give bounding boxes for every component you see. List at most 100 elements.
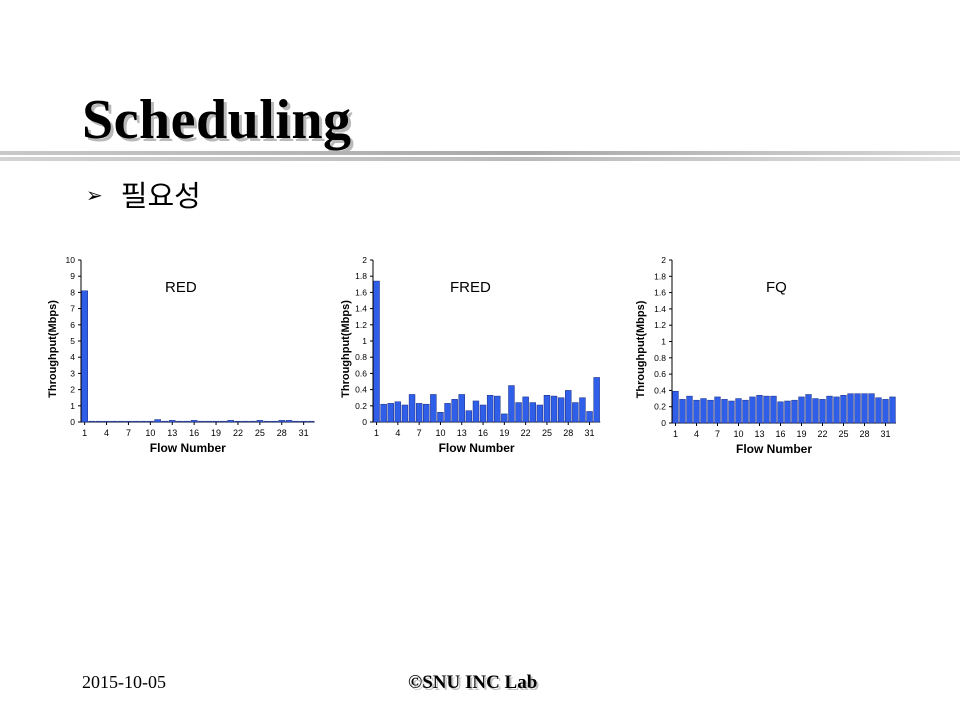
bar (777, 401, 784, 424)
x-tick-label: 13 (754, 429, 764, 439)
bar (444, 403, 451, 423)
bar (472, 400, 480, 423)
x-tick-label: 10 (733, 429, 743, 439)
y-tick-label: 1 (661, 337, 666, 347)
bar (586, 411, 593, 423)
x-axis-label: Flow Number (439, 441, 515, 455)
x-tick-label: 7 (417, 428, 422, 438)
x-tick-label: 10 (435, 428, 445, 438)
bar (110, 420, 118, 423)
x-tick-label: 13 (457, 428, 467, 438)
bar (373, 280, 380, 423)
y-tick-label: 1.6 (654, 288, 666, 298)
bar (515, 402, 522, 423)
x-tick-label: 31 (585, 428, 595, 438)
bar (735, 398, 742, 424)
bar (693, 399, 700, 424)
chart-title: RED (165, 279, 197, 296)
chart-fq-svg: 0 0.2 0.4 0.6 0.8 1 1.2 1.4 1.6 1.8 2 1 4 7 10 13 16 19 22… (635, 255, 896, 456)
bar (81, 290, 88, 423)
y-tick-label: 2 (661, 255, 666, 265)
y-tick-label: 2 (70, 385, 75, 395)
x-tick-label: 4 (104, 428, 109, 438)
x-tick-label: 25 (255, 428, 265, 438)
bar (847, 393, 854, 424)
footer-date: 2015-10-05 (82, 672, 166, 692)
bar (882, 399, 889, 424)
y-tick-label: 0.8 (355, 352, 367, 362)
y-tick-label: 5 (70, 336, 75, 346)
bar (819, 399, 826, 424)
bar (465, 410, 473, 423)
bar (125, 420, 132, 423)
bar (784, 400, 791, 424)
bar (401, 404, 409, 423)
x-tick-label: 22 (521, 428, 531, 438)
bar (756, 395, 763, 424)
bar (161, 420, 169, 423)
bar (95, 420, 103, 423)
x-tick-label: 19 (796, 429, 806, 439)
bar (307, 420, 315, 423)
y-axis-label: Throughput(Mbps) (340, 300, 352, 398)
bar (714, 396, 721, 424)
bar (543, 395, 551, 423)
bar (380, 403, 387, 423)
y-tick-label: 2 (362, 255, 367, 265)
bar (494, 395, 501, 423)
bar (220, 420, 227, 423)
x-axis-label: Flow Number (150, 441, 226, 455)
bar (529, 402, 536, 423)
bar (300, 420, 307, 423)
chart-red: 0 1 2 3 4 5 6 7 8 9 10 1 4 7 10 13 16 19 22 25 28 31 RED Flow N… (40, 248, 325, 468)
x-tick-label: 16 (775, 429, 785, 439)
y-tick-label: 0.4 (654, 385, 666, 395)
bar (285, 420, 293, 423)
x-tick-label: 7 (126, 428, 131, 438)
y-tick-label: 1.4 (355, 304, 367, 314)
bar (486, 395, 494, 423)
bar (763, 395, 770, 424)
footer-lab: ©SNU INC Lab (408, 672, 538, 693)
bar (394, 401, 402, 423)
bar (415, 403, 423, 423)
bar (572, 402, 579, 423)
bar (387, 403, 394, 423)
bar (593, 377, 600, 423)
y-tick-label: 1.2 (654, 320, 666, 330)
bar (139, 420, 147, 423)
bar (451, 399, 458, 423)
x-tick-label: 31 (299, 428, 309, 438)
x-tick-label: 13 (167, 428, 177, 438)
title-underline (0, 151, 960, 161)
y-tick-label: 0.6 (654, 369, 666, 379)
bar (791, 399, 798, 424)
slide-title: Scheduling (82, 89, 352, 151)
x-tick-label: 22 (817, 429, 827, 439)
bar (679, 399, 686, 424)
bar (183, 420, 191, 423)
bar (749, 396, 756, 424)
bar (154, 419, 161, 423)
bar (190, 420, 198, 423)
y-tick-label: 7 (70, 304, 75, 314)
bar (205, 420, 213, 423)
bar (742, 399, 749, 424)
x-tick-label: 25 (838, 429, 848, 439)
bar (241, 420, 249, 423)
bar (227, 420, 234, 423)
x-tick-label: 7 (715, 429, 720, 439)
y-tick-label: 1 (70, 401, 75, 411)
bar (408, 394, 416, 423)
bar (508, 385, 515, 423)
y-axis-label: Throughput(Mbps) (47, 300, 59, 398)
y-tick-label: 1 (362, 336, 367, 346)
bars (672, 390, 896, 424)
bar (249, 420, 256, 423)
y-tick-label: 1.8 (355, 271, 367, 281)
chart-fred: 0 0.2 0.4 0.6 0.8 1 1.2 1.4 1.6 1.8 2 1 4 7 10 13 16 19 22… (333, 248, 618, 468)
x-tick-label: 19 (211, 428, 221, 438)
bar (234, 420, 242, 423)
x-tick-label: 16 (478, 428, 488, 438)
bar (176, 420, 183, 423)
